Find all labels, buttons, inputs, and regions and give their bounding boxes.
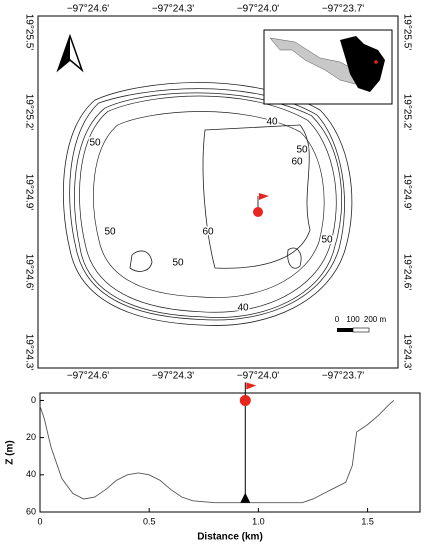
lat-label: 19°24.3' bbox=[23, 334, 34, 371]
contour bbox=[69, 88, 345, 321]
north-arrow bbox=[56, 33, 84, 73]
lon-label: −97°24.3' bbox=[152, 371, 194, 382]
lon-label: −97°24.3' bbox=[152, 4, 194, 15]
lon-label: −97°23.7' bbox=[322, 371, 364, 382]
contour-label: 50 bbox=[172, 258, 184, 269]
lat-label: 19°24.6' bbox=[23, 254, 34, 291]
station-flag bbox=[246, 382, 257, 390]
contour-label: 50 bbox=[321, 235, 333, 246]
profile-line bbox=[39, 400, 395, 504]
contour-label: 50 bbox=[89, 138, 101, 149]
contour bbox=[287, 247, 302, 269]
lon-label: −97°24.6' bbox=[67, 371, 109, 382]
scale-bar bbox=[337, 327, 370, 333]
map-frame bbox=[37, 15, 399, 369]
lat-label: 19°25.2' bbox=[23, 94, 34, 131]
station-base bbox=[240, 492, 251, 503]
scale-label: 0 bbox=[335, 315, 340, 324]
lat-label: 19°25.5' bbox=[23, 14, 34, 51]
lat-label: 19°24.9' bbox=[401, 174, 412, 211]
contour-label: 40 bbox=[237, 303, 249, 314]
inset-map bbox=[263, 29, 393, 105]
station-dot bbox=[239, 394, 251, 406]
scale-label: 200 m bbox=[364, 315, 387, 324]
x-axis-label: Distance (km) bbox=[197, 532, 263, 543]
contour-label: 50 bbox=[104, 227, 116, 238]
map: −97°24.6' −97°24.6' −97°24.3' −97°24.3' −97°… bbox=[23, 4, 412, 382]
contour bbox=[202, 124, 311, 269]
lon-label: −97°24.0' bbox=[237, 371, 279, 382]
contour-label: 60 bbox=[202, 227, 214, 238]
lat-label: 19°24.6' bbox=[401, 254, 412, 291]
station-marker bbox=[253, 193, 269, 217]
lon-label: −97°24.0' bbox=[237, 4, 279, 15]
lat-label: 19°25.2' bbox=[401, 94, 412, 131]
y-tick-label: 0 bbox=[31, 395, 36, 405]
lat-label: 19°24.3' bbox=[401, 334, 412, 371]
scale-label: 100 bbox=[346, 315, 360, 324]
y-tick-label: 60 bbox=[26, 506, 36, 516]
plot-frame bbox=[39, 392, 421, 513]
lat-label: 19°24.9' bbox=[23, 174, 34, 211]
lon-label: −97°24.6' bbox=[67, 4, 109, 15]
contour bbox=[129, 250, 153, 272]
lat-label: 19°25.5' bbox=[401, 14, 412, 51]
y-tick-label: 20 bbox=[26, 432, 36, 442]
y-tick-label: 40 bbox=[26, 469, 36, 479]
y-axis-label: Z (m) bbox=[5, 440, 16, 464]
contours bbox=[63, 82, 353, 326]
contour-label: 40 bbox=[266, 117, 278, 128]
x-tick-label: 0.5 bbox=[143, 516, 156, 526]
x-tick-label: 1.5 bbox=[361, 516, 374, 526]
contour-label: 60 bbox=[291, 157, 303, 168]
contour-label: 50 bbox=[296, 145, 308, 156]
contour bbox=[63, 82, 353, 326]
lon-label: −97°23.7' bbox=[322, 4, 364, 15]
x-tick-label: 0 bbox=[37, 516, 42, 526]
x-tick-label: 1.0 bbox=[252, 516, 265, 526]
contour bbox=[93, 111, 325, 298]
contour bbox=[79, 95, 337, 313]
